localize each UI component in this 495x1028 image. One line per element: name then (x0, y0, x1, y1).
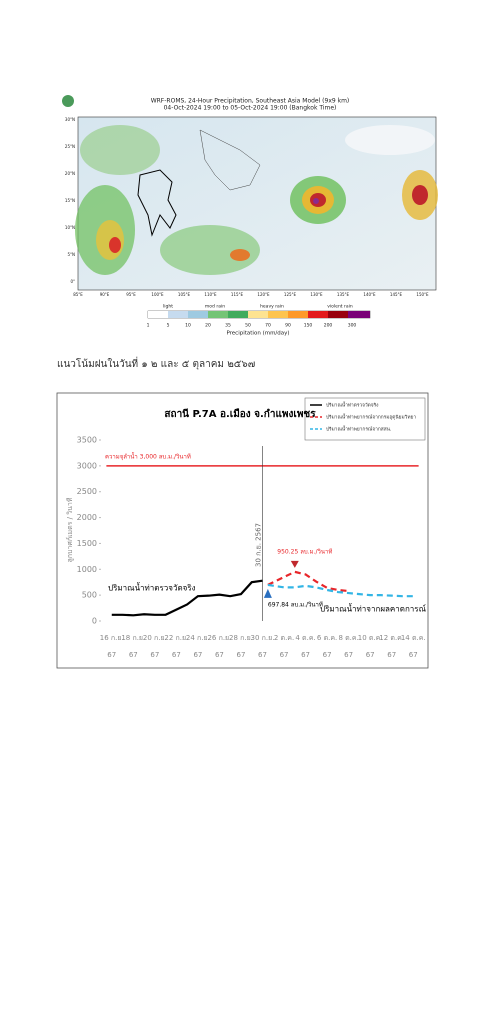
lon-label: 110°E (204, 292, 217, 297)
threshold-label: ความจุลำน้ำ 3,000 ลบ.ม./วินาที (105, 450, 191, 460)
colorbar-label: 150 (304, 323, 313, 329)
x-tick-label: 14 ต.ค. 67 (401, 634, 426, 659)
y-tick-label: 500 (82, 591, 97, 600)
colorbar-label: 50 (245, 323, 251, 329)
series-line (267, 570, 349, 593)
legend-label: ปริมาณน้ำท่าพยากรณ์จากสสน. (326, 425, 391, 433)
colorbar-title: Precipitation (mm/day) (226, 331, 289, 337)
x-tick-label: 22 ก.ย. 67 (164, 634, 188, 659)
lon-label: 85°E (73, 292, 83, 297)
map-subtitle: 04-Oct-2024 19:00 to 05-Oct-2024 19:00 (… (164, 105, 337, 112)
lon-label: 145°E (390, 292, 403, 297)
colorbar-label: 300 (348, 323, 357, 329)
date-marker-label: 30 ก.ย. 2567 (255, 523, 263, 567)
lat-label: 20°N (65, 171, 75, 176)
lat-label: 25°N (65, 144, 75, 149)
lat-label: 15°N (65, 198, 75, 203)
lat-label: 10°N (65, 225, 75, 230)
x-tick-label: 28 ก.ย. 67 (229, 634, 253, 659)
y-tick-label: 1000 (77, 565, 97, 574)
colorbar-label: 1 (147, 323, 150, 329)
lat-label: 5°N (67, 252, 75, 257)
rain-class: heavy rain (260, 304, 284, 310)
x-tick-label: 24 ก.ย. 67 (186, 634, 210, 659)
x-tick-label: 12 ต.ค. 67 (379, 634, 404, 659)
x-tick-label: 20 ก.ย. 67 (143, 634, 167, 659)
y-tick-label: 2500 (77, 487, 97, 496)
x-tick-label: 18 ก.ย. 67 (121, 634, 145, 659)
colorbar-label: 70 (265, 323, 271, 329)
lat-label: 30°N (65, 117, 75, 122)
rain-class: violent rain (327, 304, 353, 310)
legend-box (304, 397, 426, 441)
lon-label: 120°E (257, 292, 270, 297)
x-tick-label: 2 ต.ค. 67 (274, 634, 294, 659)
x-tick-label: 10 ต.ค. 67 (358, 634, 383, 659)
lon-label: 130°E (310, 292, 323, 297)
lat-label: 0° (70, 279, 75, 284)
lon-label: 105°E (178, 292, 191, 297)
start-marker (263, 588, 272, 598)
rain-class: light (163, 304, 173, 310)
lon-label: 90°E (100, 292, 110, 297)
colorbar-label: 10 (185, 323, 191, 329)
x-tick-label: 4 ต.ค. 67 (295, 634, 315, 659)
y-tick-label: 2000 (77, 513, 97, 522)
colorbar-label: 90 (285, 323, 291, 329)
x-tick-label: 26 ก.ย. 67 (207, 634, 231, 659)
lon-label: 140°E (363, 292, 376, 297)
x-tick-label: 30 ก.ย. 67 (251, 634, 275, 659)
y-tick-label: 1500 (77, 539, 97, 548)
series-line (267, 583, 414, 598)
x-tick-label: 6 ต.ค. 67 (317, 634, 337, 659)
map-title: WRF-ROMS, 24-Hour Precipitation, Southea… (151, 98, 350, 105)
map (75, 116, 438, 291)
legend-label: ปริมาณน้ำท่าตรวจวัดจริง (326, 401, 379, 409)
series-line (111, 579, 263, 617)
lon-label: 95°E (126, 292, 136, 297)
lon-label: 115°E (231, 292, 244, 297)
rain-class: mod rain (205, 304, 225, 310)
colorbar-label: 20 (205, 323, 211, 329)
lon-label: 100°E (151, 292, 164, 297)
colorbar (147, 310, 371, 319)
caption: แนวโน้มฝนในวันที่ ๑ ๒ และ ๕ ตุลาคม ๒๕๖๗ (57, 356, 255, 370)
lon-label: 135°E (337, 292, 350, 297)
y-tick-label: 3000 (77, 461, 97, 470)
logo (62, 95, 74, 107)
colorbar-label: 35 (225, 323, 231, 329)
peak-label: 950.25 ลบ.ม./วินาที (277, 547, 332, 555)
peak-marker (290, 560, 299, 568)
colorbar-label: 5 (167, 323, 170, 329)
start-label: 697.84 ลบ.ม./วินาที (268, 600, 323, 608)
y-tick-label: 3500 (77, 436, 97, 445)
y-tick-label: 0 (92, 617, 97, 626)
colorbar-label: 200 (324, 323, 333, 329)
x-tick-label: 16 ก.ย. 67 (100, 634, 124, 659)
x-tick-label: 8 ต.ค. 67 (338, 634, 358, 659)
forecast-label: ปริมาณน้ำท่าจากผลคาดการณ์ (320, 603, 427, 614)
observed-label: ปริมาณน้ำท่าตรวจวัดจริง (108, 582, 196, 593)
lon-label: 125°E (284, 292, 297, 297)
y-axis-label: ลูกบาศก์เมตร / วินาที (66, 497, 74, 562)
chart-title: สถานี P.7A อ.เมือง จ.กำแพงเพชร (164, 408, 316, 420)
legend-label: ปริมาณน้ำท่าพยากรณ์จากกรมอุตุนิยมวิทยา (326, 413, 416, 421)
lon-label: 150°E (416, 292, 429, 297)
